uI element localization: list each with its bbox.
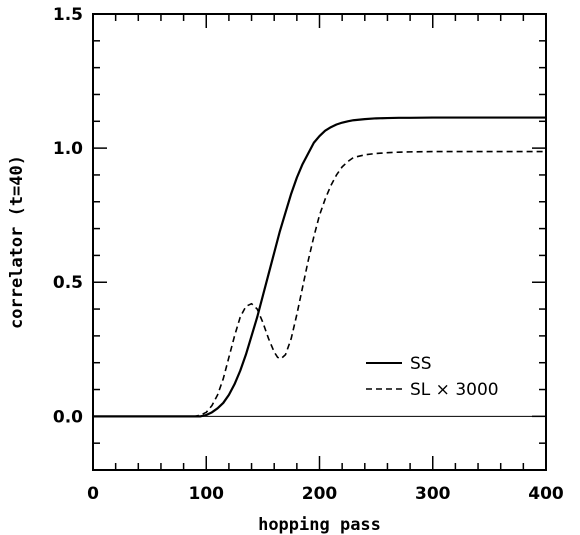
- legend: SS SL × 3000: [366, 354, 499, 400]
- series-line-1: [93, 150, 546, 418]
- x-tick-label: 400: [528, 484, 564, 504]
- y-tick-label: 1.5: [53, 5, 83, 25]
- x-tick-label: 200: [302, 484, 338, 504]
- legend-label-sl: SL × 3000: [410, 380, 499, 400]
- legend-label-ss: SS: [410, 354, 432, 374]
- plot-frame: [92, 13, 547, 471]
- x-tick-label: 100: [189, 484, 225, 504]
- x-tick-label: 300: [415, 484, 451, 504]
- y-tick-label: 0.0: [53, 407, 83, 427]
- y-tick-label: 1.0: [53, 139, 83, 159]
- series-line-0: [93, 116, 546, 418]
- y-tick-label: 0.5: [53, 273, 83, 293]
- x-tick-label: 0: [87, 484, 99, 504]
- y-axis-label: correlator (t=40): [7, 155, 27, 329]
- x-axis-label: hopping pass: [258, 515, 381, 535]
- plot-series: [93, 116, 546, 418]
- axis-ticks: [92, 13, 547, 471]
- tick-labels: 0 100 200 300 400 0.0 0.5 1.0 1.5: [53, 5, 564, 504]
